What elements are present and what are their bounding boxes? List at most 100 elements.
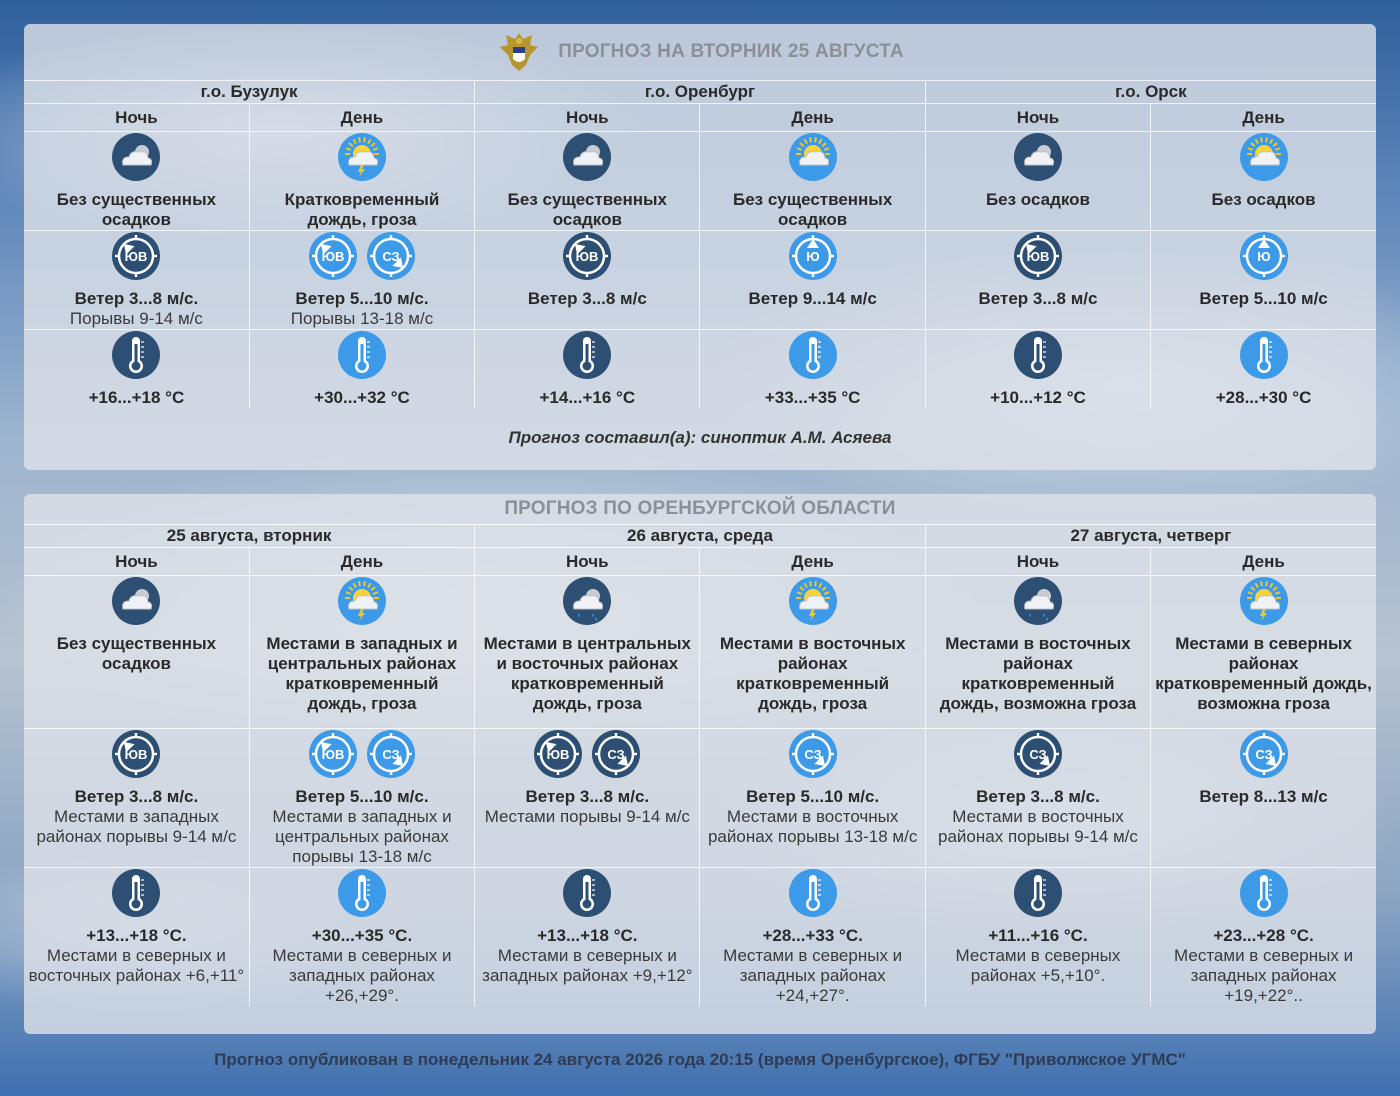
wind-speed: Ветер 5...10 м/с. [295,787,429,806]
column-header: 27 августа, четверг [924,524,1376,548]
wind-southeast-icon: ЮВ [112,730,161,778]
thermometer-icon [112,869,161,917]
temperature-note: Местами в северных и западных районах +2… [272,946,452,1005]
wind-southeast-icon: ЮВ [1013,232,1062,280]
weather-cell: Местами в восточных районах кратковремен… [924,575,1152,729]
weather-cell: Местами в восточных районах кратковремен… [699,575,926,729]
wind-southeast-icon: ЮВ [534,730,583,778]
temperature-cell: +14...+16 °С [474,329,701,408]
temperature-note: Местами в северных и восточных районах +… [28,946,245,985]
wind-gusts: Местами в западных и центральных районах… [272,807,452,866]
wind-speed: Ветер 3...8 м/с [978,289,1098,308]
temperature-note: Местами в северных районах +5,+10°. [955,946,1121,985]
wind-cell: ЮВ Ветер 3...8 м/с. Местами в западных рай… [24,728,250,868]
temperature-range: +33...+35 °С [764,388,861,407]
temperature-range: +13...+18 °С. [537,926,638,945]
temperature-note: Местами в северных и западных районах +9… [482,946,693,985]
period-label: День [1150,547,1376,576]
weather-description: Без существенных осадков [56,190,217,229]
svg-text:СЗ: СЗ [608,747,625,762]
temperature-range: +10...+12 °С [990,388,1086,407]
wind-northwest-icon: СЗ [1013,730,1062,778]
wind-cell: Ю Ветер 5...10 м/с [1150,230,1376,330]
weather-description: Местами в восточных районах кратковремен… [939,634,1137,713]
cloud-night-icon [1013,133,1062,181]
cloud-night-rain-icon [563,577,612,625]
wind-cell: СЗ Ветер 5...10 м/с. Местами в восточных р… [699,728,926,868]
weather-description: Без осадков [1211,190,1316,209]
weather-cell: Кратковременный дождь, гроза [248,131,476,231]
weather-description: Без существенных осадков [56,634,217,673]
svg-text:СЗ: СЗ [804,747,821,762]
temperature-cell: +28...+33 °С. Местами в северных и западн… [699,867,926,1006]
wind-southeast-icon: ЮВ [563,232,612,280]
sun-cloud-thunder-rain-icon [337,133,386,181]
wind-southeast-icon: ЮВ [112,232,161,280]
wind-cell: Ю Ветер 9...14 м/с [699,230,926,330]
date-header-row: 25 августа, вторник 26 августа, среда 27 а… [24,524,1376,548]
wind-speed: Ветер 3...8 м/с. [74,289,199,308]
temperature-cell: +30...+32 °С [248,329,476,408]
period-label: Ночь [24,547,250,576]
wind-cell: ЮВ Ветер 3...8 м/с [474,230,701,330]
period-label: Ночь [24,103,250,132]
thermometer-icon [563,869,612,917]
sun-cloud-thunder-rain-icon [788,577,837,625]
wind-gusts: Местами порывы 9-14 м/с [484,807,690,826]
weather-description: Без осадков [985,190,1090,209]
weather-description: Местами в северных районах кратковременн… [1155,634,1372,713]
wind-speed: Ветер 5...10 м/с. [295,289,429,308]
period-label: День [1150,103,1376,132]
weather-cell: Без существенных осадков [699,131,926,231]
wind-speed: Ветер 3...8 м/с. [976,787,1100,806]
weather-row: Без существенных осадков Кратковременный … [24,131,1376,231]
region-panel-header: ПРОГНОЗ ПО ОРЕНБУРГСКОЙ ОБЛАСТИ [24,494,1376,524]
thermometer-icon [337,869,386,917]
wind-cell: СЗ Ветер 8...13 м/с [1150,728,1376,868]
publication-footer: Прогноз опубликован в понедельник 24 авг… [214,1050,1186,1069]
period-label: Ночь [924,103,1152,132]
sun-cloud-icon [1239,133,1288,181]
wind-northwest-icon: СЗ [366,232,415,280]
temperature-cell: +33...+35 °С [699,329,926,408]
svg-text:Ю: Ю [1257,249,1270,264]
wind-northwest-icon: СЗ [1239,730,1288,778]
period-label: День [248,103,476,132]
column-header: г.о. Оренбург [474,80,926,104]
temperature-cell: +23...+28 °С. Местами в северных и западн… [1150,867,1376,1006]
cloud-night-icon [563,133,612,181]
wind-southeast-icon: ЮВ [308,232,357,280]
temperature-note: Местами в северных и западных районах +1… [1174,946,1354,1005]
region-title: ПРОГНОЗ ПО ОРЕНБУРГСКОЙ ОБЛАСТИ [504,498,896,519]
period-label: Ночь [474,547,701,576]
wind-speed: Ветер 8...13 м/с [1199,787,1328,806]
temperature-range: +16...+18 °С [88,388,185,407]
svg-text:Ю: Ю [806,249,819,264]
weather-cell: Без существенных осадков [24,131,250,231]
thermometer-icon [563,331,612,379]
svg-text:ЮВ: ЮВ [547,747,570,762]
weather-cell: Местами в северных районах кратковременн… [1150,575,1376,729]
temperature-range: +11...+16 °С. [988,926,1088,945]
wind-row: ЮВ Ветер 3...8 м/с. Местами в западных рай… [24,728,1376,868]
thermometer-icon [788,331,837,379]
weather-description: Местами в западных и центральных районах… [266,634,458,713]
city-forecast-table: г.о. Бузулук г.о. Оренбург г.о. Орск Ночь Д… [24,80,1376,408]
svg-text:ЮВ: ЮВ [322,747,345,762]
wind-south-icon: Ю [788,232,837,280]
svg-text:СЗ: СЗ [382,249,399,264]
wind-speed: Ветер 5...10 м/с [1199,289,1328,308]
wind-south-icon: Ю [1239,232,1288,280]
svg-text:ЮВ: ЮВ [125,249,148,264]
temperature-range: +30...+32 °С [314,388,410,407]
svg-text:ЮВ: ЮВ [125,747,148,762]
period-row: Ночь День Ночь День Ночь День [24,547,1376,576]
wind-gusts: Местами в восточных районах порывы 13-18… [707,807,918,846]
wind-speed: Ветер 3...8 м/с. [525,787,650,806]
wind-speed: Ветер 5...10 м/с. [746,787,880,806]
weather-description: Местами в центральных и восточных района… [483,634,692,713]
region-forecast-panel: ПРОГНОЗ ПО ОРЕНБУРГСКОЙ ОБЛАСТИ 25 авгус… [24,494,1376,1034]
thermometer-icon [1013,869,1062,917]
wind-gusts: Порывы 9-14 м/с [69,309,203,328]
wind-cell: ЮВ Ветер 3...8 м/с [924,230,1152,330]
